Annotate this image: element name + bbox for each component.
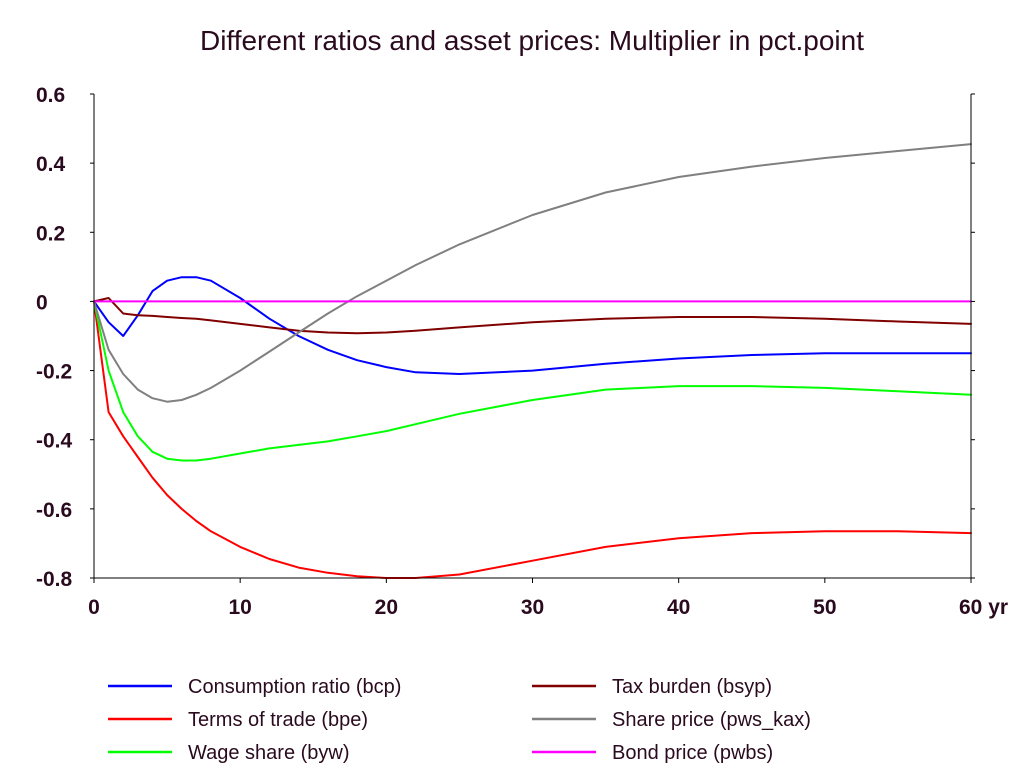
legend-label: Wage share (byw) — [188, 742, 350, 764]
legend-label: Consumption ratio (bcp) — [188, 676, 401, 698]
y-tick-label: -0.4 — [36, 430, 73, 453]
legend-label: Bond price (pwbs) — [612, 742, 773, 764]
tick-labels: 0.6 0.4 0.2 0 -0.2 -0.4 -0.6 -0.8 0 10 20 30 40 50 60 … — [36, 84, 1008, 619]
y-tick-label: -0.8 — [36, 568, 73, 591]
series-line-share-price-pws-kax — [93, 143, 972, 403]
legend-label: Tax burden (bsyp) — [612, 676, 772, 698]
y-tick-label: -0.2 — [36, 361, 72, 384]
x-tick-label: 60 yr — [959, 596, 1008, 619]
y-tick-label: 0.2 — [36, 222, 65, 245]
y-tick-label: -0.6 — [36, 499, 72, 522]
legend: Consumption ratio (bcp) Terms of trade (b… — [108, 676, 811, 764]
series-line-consumption-ratio-bcp — [93, 276, 972, 375]
x-tick-label: 10 — [228, 596, 251, 619]
series-line-terms-of-trade-bpe — [93, 300, 972, 579]
x-tick-label: 50 — [813, 596, 836, 619]
legend-label: Terms of trade (bpe) — [188, 709, 368, 731]
x-tick-label: 20 — [375, 596, 398, 619]
y-tick-label: 0 — [36, 291, 48, 314]
legend-item-share-price-pws-kax: Share price (pws_kax) — [532, 709, 811, 731]
chart-title: Different ratios and asset prices: Multi… — [200, 25, 864, 56]
series-line-wage-share-byw — [93, 300, 972, 462]
axes — [90, 93, 975, 583]
y-tick-label: 0.6 — [36, 84, 65, 107]
legend-item-tax-burden-bsyp: Tax burden (bsyp) — [532, 676, 772, 698]
legend-item-terms-of-trade-bpe: Terms of trade (bpe) — [108, 709, 368, 731]
series-layer — [93, 143, 972, 579]
series-line-tax-burden-bsyp — [93, 297, 972, 335]
x-tick-label: 0 — [88, 596, 100, 619]
legend-item-bond-price-pwbs: Bond price (pwbs) — [532, 742, 773, 764]
y-tick-label: 0.4 — [36, 153, 66, 176]
x-tick-label: 40 — [667, 596, 690, 619]
legend-item-consumption-ratio-bcp: Consumption ratio (bcp) — [108, 676, 401, 698]
x-tick-label: 30 — [521, 596, 544, 619]
legend-label: Share price (pws_kax) — [612, 709, 811, 731]
legend-item-wage-share-byw: Wage share (byw) — [108, 742, 350, 764]
